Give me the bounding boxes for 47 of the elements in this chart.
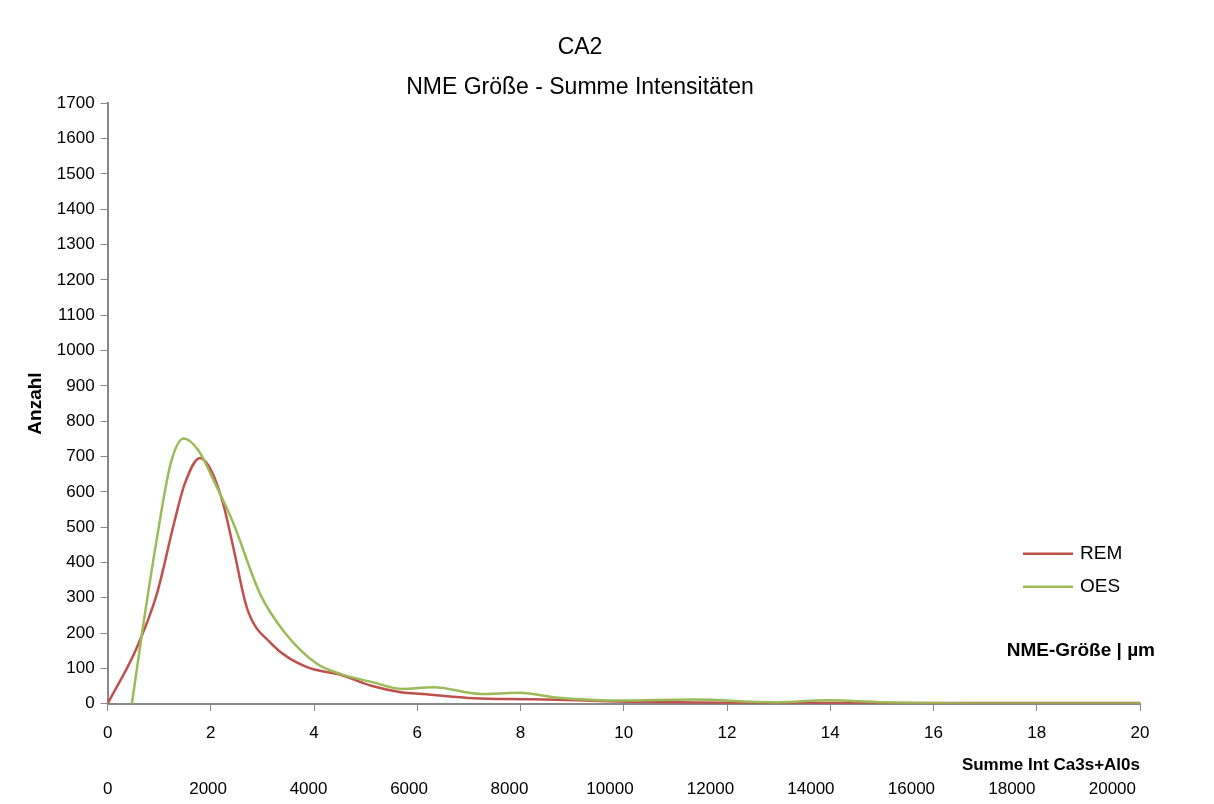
x2-tick-label: 20000 xyxy=(1088,779,1137,799)
x-tick-label: 2 xyxy=(206,722,216,742)
x-tick-label: 10 xyxy=(614,722,634,742)
x-tick-label: 14 xyxy=(820,722,840,742)
x2-axis-title: Summe Int Ca3s+Al0s xyxy=(961,755,1140,775)
x-axis-title: NME-Größe | µm xyxy=(1006,639,1155,661)
x2-tick-label: 14000 xyxy=(787,779,835,799)
x-tick-label: 12 xyxy=(717,722,737,742)
x2-tick-label: 12000 xyxy=(686,779,735,799)
legend-label: OES xyxy=(1080,575,1121,597)
y-tick-label: 500 xyxy=(66,516,95,536)
x-tick-label: 0 xyxy=(102,722,113,742)
x-tick-label: 8 xyxy=(515,722,526,742)
chart-title: CA2 xyxy=(557,33,603,60)
x2-tick-label: 4000 xyxy=(289,779,328,799)
y-tick-label: 1500 xyxy=(56,163,95,183)
x2-tick-label: 8000 xyxy=(490,779,529,799)
y-tick-label: 100 xyxy=(66,658,95,678)
x-tick-label: 4 xyxy=(309,722,319,742)
y-tick-label: 1400 xyxy=(56,198,95,218)
y-tick-label: 1600 xyxy=(56,128,95,148)
y-tick-label: 600 xyxy=(66,481,95,501)
x-tick-label: 6 xyxy=(412,722,423,742)
y-tick-label: 700 xyxy=(66,446,95,466)
x2-tick-label: 16000 xyxy=(887,779,936,799)
y-tick-label: 1000 xyxy=(56,340,95,360)
x-tick-label: 20 xyxy=(1130,722,1150,742)
y-tick-label: 1700 xyxy=(56,92,95,112)
y-tick-label: 1300 xyxy=(56,234,95,254)
y-tick-label: 300 xyxy=(66,587,95,607)
y-tick-label: 400 xyxy=(66,552,95,572)
x2-tick-label: 0 xyxy=(102,779,113,799)
y-tick-label: 0 xyxy=(85,693,95,713)
y-axis-title: Anzahl xyxy=(23,372,45,435)
x2-tick-label: 18000 xyxy=(988,779,1036,799)
y-tick-label: 1200 xyxy=(56,269,95,289)
x2-tick-label: 10000 xyxy=(586,779,634,799)
x-tick-label: 18 xyxy=(1027,722,1047,742)
y-tick-label: 1100 xyxy=(58,304,95,324)
chart-subtitle: NME Größe - Summe Intensitäten xyxy=(406,72,754,99)
x-tick-label: 16 xyxy=(924,722,943,742)
x2-tick-label: 2000 xyxy=(189,779,228,799)
legend-label: REM xyxy=(1080,542,1123,564)
y-tick-label: 200 xyxy=(66,622,95,642)
y-tick-label: 900 xyxy=(66,375,95,395)
y-tick-label: 800 xyxy=(66,410,95,430)
x2-tick-label: 6000 xyxy=(390,779,428,799)
